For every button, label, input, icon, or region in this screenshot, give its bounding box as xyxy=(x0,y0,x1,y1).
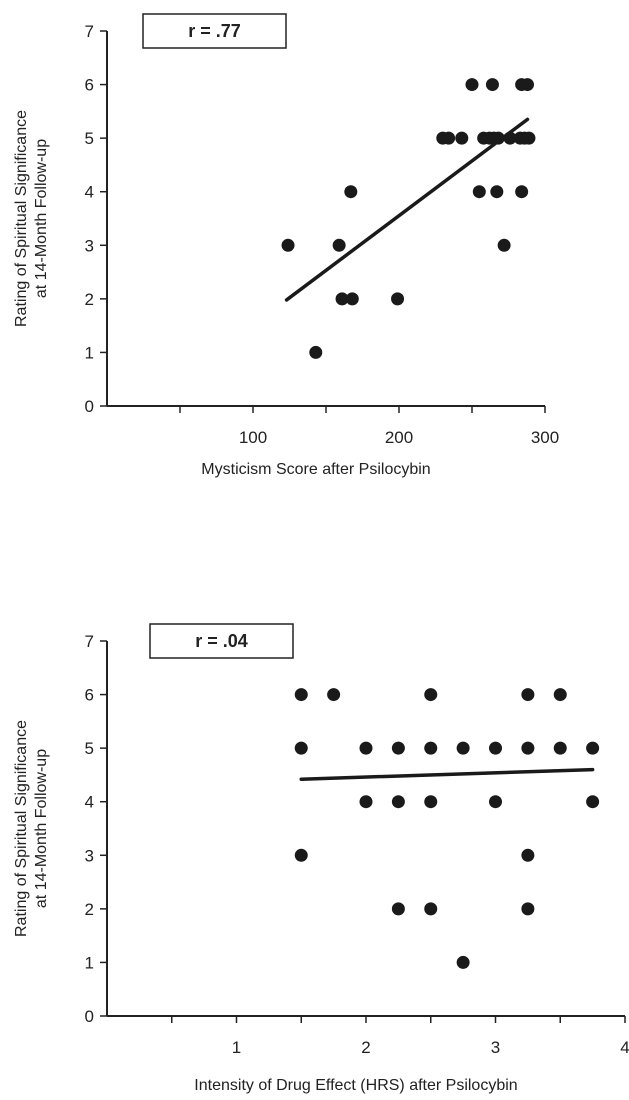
chart-1-data-point xyxy=(424,902,438,916)
chart-0-y-tick-label: 3 xyxy=(85,236,94,255)
chart-0-y-axis-title-line: at 14-Month Follow-up xyxy=(33,139,50,298)
chart-0-data-point xyxy=(522,131,536,145)
chart-0-data-point xyxy=(503,131,517,145)
chart-0-data-point xyxy=(332,238,346,252)
chart-mysticism-vs-significance: 0 1 2 3 4 5 6 7 100 200 300 r = .77 Mysticism Score … xyxy=(13,13,559,478)
chart-1-data-point xyxy=(553,741,567,755)
chart-0-data-point xyxy=(485,78,499,92)
chart-1-regression-line xyxy=(299,767,595,781)
chart-0-y-tick-label: 1 xyxy=(85,343,94,362)
chart-1-data-point xyxy=(424,688,438,702)
chart-1-data-point xyxy=(294,741,308,755)
chart-0-y-tick-label: 4 xyxy=(85,183,94,202)
chart-1-y-tick-label: 5 xyxy=(85,739,94,758)
chart-1-data-point xyxy=(521,741,535,755)
chart-1-data-point xyxy=(521,902,535,916)
chart-0-data-point xyxy=(465,78,479,92)
chart-0-data-point xyxy=(281,238,295,252)
chart-0-data-point xyxy=(455,131,469,145)
chart-0-data-point xyxy=(497,238,511,252)
chart-0-data-point xyxy=(391,292,405,306)
chart-1-r-annotation: r = .04 xyxy=(195,631,248,651)
chart-1-data-point xyxy=(521,688,535,702)
chart-0-y-tick-label: 0 xyxy=(85,397,94,416)
chart-1-data-point xyxy=(391,795,405,809)
chart-0-data-point xyxy=(335,292,349,306)
chart-0-y-tick-label: 7 xyxy=(85,22,94,41)
chart-1-data-point xyxy=(586,795,600,809)
chart-0-y-tick-label: 6 xyxy=(85,76,94,95)
chart-1-x-tick-label: 3 xyxy=(491,1038,500,1057)
chart-0-x-tick-label: 100 xyxy=(239,428,267,447)
chart-1-y-tick-label: 0 xyxy=(85,1007,94,1026)
chart-0-data-point xyxy=(345,292,359,306)
chart-1-y-tick-label: 4 xyxy=(85,793,94,812)
chart-0-r-annotation: r = .77 xyxy=(188,21,241,41)
chart-0-data-point xyxy=(491,131,505,145)
chart-1-r-annotation-box xyxy=(149,623,294,659)
chart-0-y-tick-label: 5 xyxy=(85,129,94,148)
chart-1-data-point xyxy=(359,741,373,755)
chart-1-y-tick-label: 3 xyxy=(85,846,94,865)
chart-1-data-point xyxy=(294,688,308,702)
chart-0-data-point xyxy=(344,185,358,199)
chart-1-data-point xyxy=(521,848,535,862)
chart-intensity-vs-significance: 0 1 2 3 4 5 6 7 1 2 3 4 r = .04 Intensity of Drug Eff… xyxy=(13,623,629,1094)
chart-0-data-point xyxy=(490,185,504,199)
chart-0-data-point xyxy=(442,131,456,145)
chart-1-data-point xyxy=(327,688,341,702)
chart-0-data-point xyxy=(472,185,486,199)
chart-1-y-tick-label: 6 xyxy=(85,686,94,705)
chart-1-y-axis-title-line: Rating of Spiritual Significance xyxy=(13,720,30,937)
chart-0-y-tick-label: 2 xyxy=(85,290,94,309)
chart-1-x-axis-title: Intensity of Drug Effect (HRS) after Psi… xyxy=(194,1077,517,1094)
chart-1-data-point xyxy=(424,795,438,809)
chart-0-r-annotation-box xyxy=(142,13,287,49)
chart-0-x-axis-title: Mysticism Score after Psilocybin xyxy=(201,461,430,478)
chart-1-x-tick-label: 1 xyxy=(232,1038,241,1057)
chart-1-data-point xyxy=(424,741,438,755)
chart-1-data-point xyxy=(553,688,567,702)
chart-1-x-tick-label: 4 xyxy=(620,1038,629,1057)
chart-0-data-point xyxy=(515,185,529,199)
chart-0-x-tick-label: 300 xyxy=(531,428,559,447)
chart-1-data-point xyxy=(456,741,470,755)
chart-1-data-point xyxy=(391,741,405,755)
chart-0-y-axis-title-line: Rating of Spiritual Significance xyxy=(13,110,30,327)
chart-1-data-point xyxy=(391,902,405,916)
chart-1-y-axis-title-line: at 14-Month Follow-up xyxy=(33,749,50,908)
chart-0-regression-line xyxy=(284,117,530,302)
chart-1-y-tick-label: 7 xyxy=(85,632,94,651)
chart-0-x-tick-label: 200 xyxy=(385,428,413,447)
chart-1-data-point xyxy=(586,741,600,755)
chart-1-data-point xyxy=(489,741,502,755)
chart-1-data-point xyxy=(456,955,470,969)
chart-1-data-point xyxy=(294,848,308,862)
chart-1-data-point xyxy=(489,795,502,809)
chart-1-y-tick-label: 2 xyxy=(85,900,94,919)
chart-1-y-tick-label: 1 xyxy=(85,953,94,972)
chart-1-data-point xyxy=(359,795,373,809)
chart-0-data-point xyxy=(520,78,534,92)
chart-0-data-point xyxy=(309,345,323,359)
chart-1-x-tick-label: 2 xyxy=(361,1038,370,1057)
